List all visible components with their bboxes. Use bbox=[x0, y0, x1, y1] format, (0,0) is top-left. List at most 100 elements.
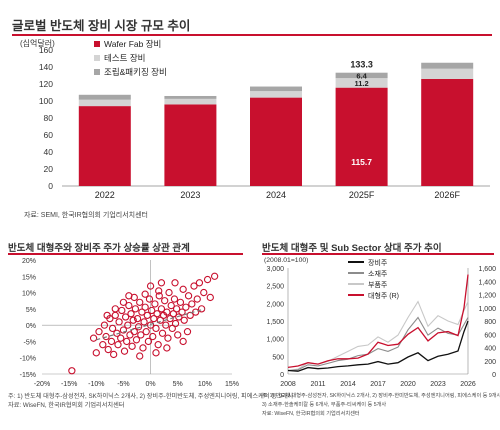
scatter-point bbox=[162, 321, 170, 329]
data-label-total: 133.3 bbox=[350, 60, 373, 70]
scatter-point bbox=[150, 314, 158, 323]
scatter-point bbox=[155, 287, 163, 295]
scatter-point bbox=[133, 314, 142, 323]
legend-label: Wafer Fab 장비 bbox=[104, 39, 161, 49]
x-tick-label: 2008 bbox=[280, 381, 296, 388]
scatter-point bbox=[179, 337, 187, 346]
data-label-test: 11.2 bbox=[355, 79, 369, 88]
bar-segment-wafer bbox=[335, 87, 388, 186]
y-tick-label: 3,000 bbox=[266, 266, 284, 273]
legend-label: 테스트 장비 bbox=[104, 53, 145, 63]
x-tick-label: 2024 bbox=[266, 190, 286, 200]
scatter-note-1: 주: 1) 반도체 대형주-삼성전자, SK하이닉스 2개사, 2) 장비주-한… bbox=[8, 393, 294, 400]
legend-label: 대형주 (R) bbox=[368, 292, 399, 300]
legend-label: 소재주 bbox=[368, 270, 388, 278]
scatter-chart: 20% 15% 10% 5% 0% -5% -10% -15% -20% -15% -10% -5% 0… bbox=[20, 258, 239, 388]
data-label-packaging: 6.4 bbox=[356, 71, 367, 80]
y-tick-label: -10% bbox=[20, 356, 36, 363]
top-chart-title: 글로벌 반도체 장비 시장 규모 추이 bbox=[12, 19, 191, 33]
scatter-point bbox=[126, 331, 134, 339]
scatter-point bbox=[99, 341, 107, 349]
y-axis-unit: (십억달러) bbox=[20, 38, 55, 48]
scatter-point bbox=[144, 337, 153, 346]
scatter-chart-title: 반도체 대형주와 장비주 주가 상승률 상관 관계 bbox=[8, 243, 190, 254]
scatter-point bbox=[169, 310, 178, 318]
line-note-1: 주: 1) 반도체 대형주-삼성전자, SK하이닉스 2개사, 2) 장비주-한… bbox=[262, 393, 500, 399]
legend-label: 조립&패키징 장비 bbox=[104, 67, 167, 77]
scatter-point bbox=[154, 341, 162, 349]
bar-segment-wafer bbox=[78, 106, 131, 186]
x-tick-label: -10% bbox=[88, 381, 104, 388]
y-tick-label: 140 bbox=[39, 62, 53, 72]
scatter-point bbox=[137, 331, 145, 339]
y-tick-label: 60 bbox=[44, 130, 54, 140]
scatter-point bbox=[175, 313, 183, 321]
scatter-point bbox=[151, 300, 159, 308]
scatter-point bbox=[168, 324, 176, 333]
scatter-point bbox=[200, 288, 208, 297]
scatter-point bbox=[178, 308, 186, 316]
y2-tick-label: 1,000 bbox=[478, 306, 496, 313]
series-line bbox=[287, 320, 469, 372]
line-chart: (2008.01=100) 0 500 1,000 1,500 2,000 2,500 3,0… bbox=[264, 257, 496, 388]
scatter-point bbox=[165, 288, 173, 297]
y-tick-label: 160 bbox=[39, 45, 53, 55]
scatter-point bbox=[188, 300, 196, 308]
y-tick-label: 0 bbox=[48, 181, 53, 191]
scatter-point bbox=[115, 318, 123, 326]
top-title-rule bbox=[12, 34, 492, 36]
y2-tick-label: 1,400 bbox=[478, 279, 496, 286]
scatter-point bbox=[138, 308, 146, 316]
bar-segment-packaging bbox=[421, 62, 474, 69]
scatter-point bbox=[190, 282, 198, 290]
scatter-point bbox=[125, 292, 133, 300]
y2-tick-label: 0 bbox=[492, 372, 496, 379]
scatter-point bbox=[132, 336, 141, 344]
scatter-point bbox=[111, 311, 119, 320]
y-tick-label: 10% bbox=[22, 291, 36, 298]
scatter-point bbox=[157, 279, 166, 287]
y-tick-label: 0 bbox=[280, 372, 284, 379]
scatter-point bbox=[163, 308, 171, 316]
scatter-point bbox=[186, 311, 194, 320]
bar-segment-test bbox=[421, 68, 474, 79]
scatter-point bbox=[104, 345, 112, 354]
legend-swatch bbox=[94, 41, 100, 47]
y-tick-label: 15% bbox=[22, 274, 36, 281]
scatter-point bbox=[142, 328, 150, 336]
scatter-point bbox=[157, 305, 166, 313]
bar-segment-test bbox=[164, 98, 217, 105]
scatter-point bbox=[136, 352, 144, 360]
y2-tick-label: 800 bbox=[484, 319, 496, 326]
scatter-point bbox=[166, 314, 174, 323]
scatter-point bbox=[139, 344, 147, 352]
y-tick-label: 1,000 bbox=[266, 337, 284, 344]
y-axis-unit: (2008.01=100) bbox=[264, 257, 308, 264]
x-tick-label: 2023 bbox=[430, 381, 446, 388]
scatter-point bbox=[102, 332, 110, 341]
scatter-point bbox=[117, 334, 125, 342]
scatter-point bbox=[179, 285, 187, 293]
scatter-point bbox=[146, 321, 155, 329]
x-tick-label: 15% bbox=[225, 381, 239, 388]
scatter-point bbox=[103, 311, 111, 320]
scatter-point bbox=[145, 295, 154, 303]
scatter-point bbox=[141, 290, 149, 298]
x-tick-label: 0% bbox=[146, 381, 156, 388]
scatter-point bbox=[167, 301, 175, 310]
y-tick-label: 1,500 bbox=[266, 319, 284, 326]
scatter-point bbox=[128, 342, 136, 350]
top-source-note: 자료: SEMI, 한국IR협의회 기업리서치센터 bbox=[24, 212, 148, 219]
series-line bbox=[287, 274, 469, 369]
bar-chart: (십억달러) 0 20 40 60 80 100 120 140 160 2022 2023 2024 2… bbox=[20, 38, 490, 200]
scatter-title-rule bbox=[8, 253, 243, 255]
bar-segment-packaging bbox=[78, 94, 131, 100]
series-line bbox=[287, 300, 469, 372]
y-tick-label: 0% bbox=[26, 323, 36, 330]
scatter-point bbox=[124, 321, 132, 329]
legend-swatch bbox=[94, 69, 100, 75]
bar-segment-wafer bbox=[250, 97, 302, 186]
scatter-point bbox=[195, 279, 204, 287]
y-tick-label: 2,000 bbox=[266, 301, 284, 308]
scatter-point bbox=[170, 295, 179, 303]
